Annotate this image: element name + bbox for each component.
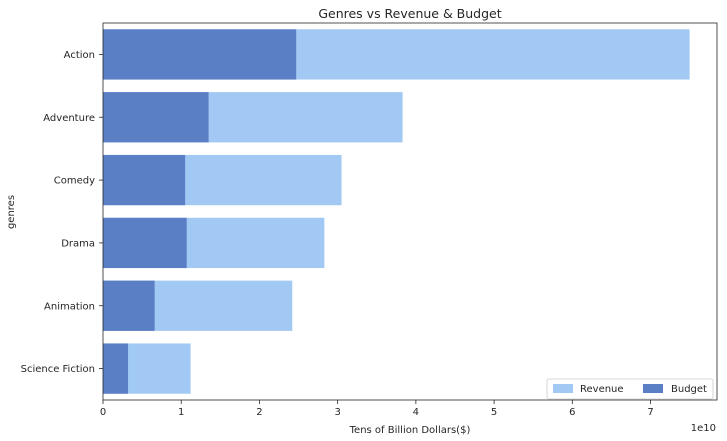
legend: Revenue Budget <box>546 378 714 400</box>
y-tick-label-science-fiction: Science Fiction <box>21 364 95 375</box>
x-tick-label-6: 6 <box>569 407 575 418</box>
plot-frame <box>102 22 718 401</box>
legend-swatch-revenue <box>553 384 573 393</box>
bar-budget-animation <box>103 280 155 331</box>
y-tick-label-animation: Animation <box>44 301 95 312</box>
x-tick-label-1: 1 <box>178 407 184 418</box>
legend-label-revenue: Revenue <box>580 384 624 395</box>
x-ticks: 0 1 2 3 4 5 6 7 <box>100 400 654 418</box>
bar-budget-action <box>103 29 297 80</box>
x-tick-label-7: 7 <box>647 407 653 418</box>
bars-group <box>103 29 690 394</box>
y-tick-label-adventure: Adventure <box>43 113 95 124</box>
x-tick-label-2: 2 <box>256 407 262 418</box>
legend-label-budget: Budget <box>671 384 707 395</box>
chart-title: Genres vs Revenue & Budget <box>318 6 501 21</box>
y-ticks: Action Adventure Comedy Drama Animation Scien… <box>21 50 103 375</box>
x-offset-label: 1e10 <box>691 423 716 434</box>
legend-swatch-budget <box>643 384 663 393</box>
x-tick-label-5: 5 <box>491 407 497 418</box>
bar-budget-comedy <box>103 154 186 206</box>
y-tick-label-drama: Drama <box>61 238 95 249</box>
bar-budget-adventure <box>103 92 209 143</box>
y-tick-label-comedy: Comedy <box>54 176 95 187</box>
x-tick-label-3: 3 <box>334 407 340 418</box>
y-tick-label-action: Action <box>64 50 95 61</box>
legend-box <box>546 378 714 400</box>
bar-budget-science-fiction <box>103 343 129 394</box>
y-axis-label: genres <box>6 195 17 229</box>
x-tick-label-0: 0 <box>100 407 106 418</box>
bar-budget-drama <box>103 217 187 269</box>
x-axis-label: Tens of Billion Dollars($) <box>349 425 471 436</box>
x-tick-label-4: 4 <box>413 407 419 418</box>
